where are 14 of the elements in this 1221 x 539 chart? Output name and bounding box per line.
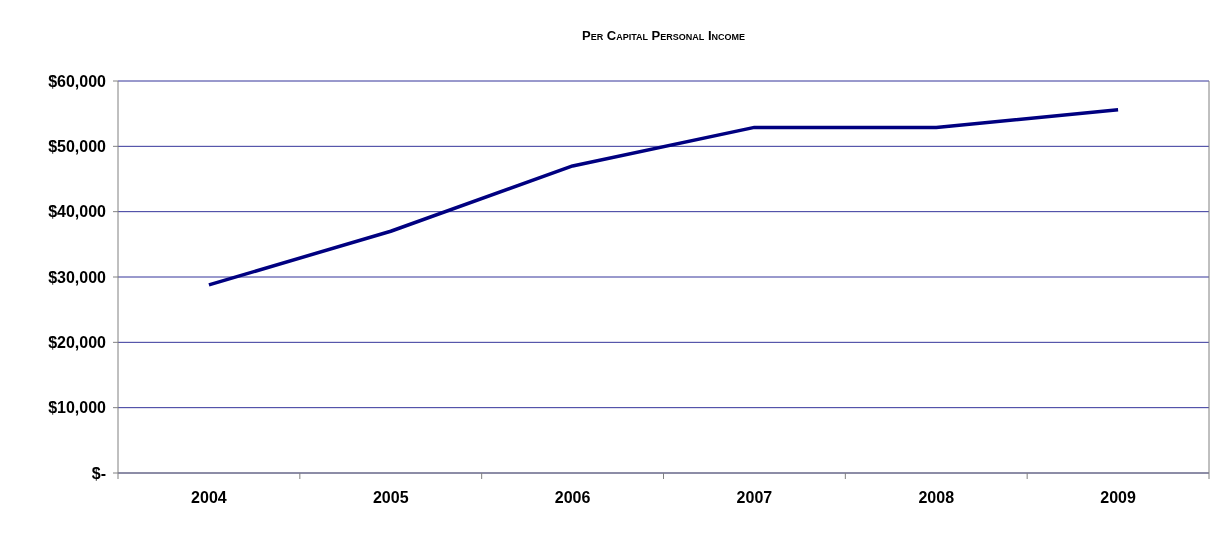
x-tick-label: 2008 [918,489,955,506]
y-tick-label: $50,000 [48,137,107,155]
x-tick-label: 2009 [1100,489,1136,506]
x-tick-label: 2004 [191,489,227,506]
y-tick-label: $- [91,464,106,482]
chart-title: Per Capital Personal Income [581,28,746,43]
x-tick-label: 2005 [372,489,409,506]
x-tick-label: 2006 [554,489,591,506]
y-tick-label: $30,000 [48,268,107,286]
y-tick-label: $20,000 [48,333,107,351]
y-tick-label: $10,000 [48,399,107,417]
y-tick-label: $40,000 [48,203,107,221]
x-tick-label: 2007 [736,489,773,506]
y-tick-label: $60,000 [48,72,107,90]
